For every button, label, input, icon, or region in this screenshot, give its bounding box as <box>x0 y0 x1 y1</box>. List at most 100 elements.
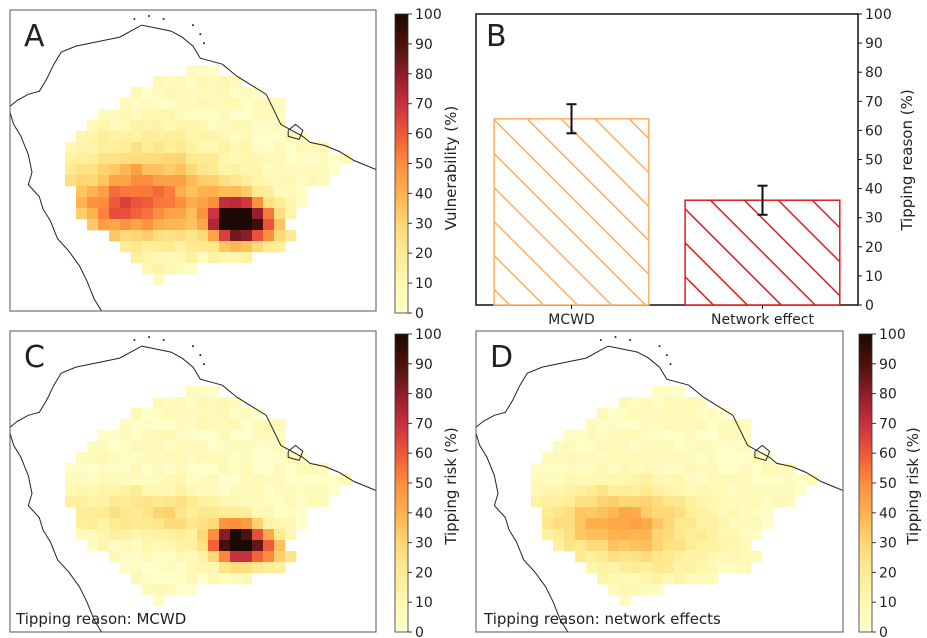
heatmap-cell <box>553 518 565 530</box>
heatmap-cell <box>153 551 165 563</box>
heatmap-cell <box>641 408 653 420</box>
heatmap-cell <box>531 485 543 497</box>
heatmap-cell <box>586 529 598 541</box>
heatmap-cell <box>641 529 653 541</box>
heatmap-cell <box>553 463 565 475</box>
heatmap-cell <box>263 164 275 176</box>
heatmap-cell <box>219 507 231 519</box>
heatmap-cell <box>230 496 242 508</box>
heatmap-cell <box>674 562 686 574</box>
heatmap-cell <box>630 452 642 464</box>
heatmap-cell <box>142 474 154 486</box>
heatmap-cell <box>175 562 187 574</box>
heatmap-cell <box>263 131 275 143</box>
heatmap-cell <box>564 430 576 442</box>
heatmap-cell <box>197 551 209 563</box>
panel-a: A 0 10 20 30 40 50 60 70 80 90 100 Vulnerability (… <box>9 7 460 322</box>
coastline-island <box>203 363 205 366</box>
heatmap-cell <box>751 474 763 486</box>
heatmap-cell <box>252 562 264 574</box>
heatmap-cell <box>241 452 253 464</box>
heatmap-cell <box>208 241 220 253</box>
heatmap-cell <box>87 452 99 464</box>
heatmap-cell <box>230 230 242 242</box>
heatmap-cell <box>164 120 176 132</box>
heatmap-cell <box>329 485 341 497</box>
heatmap-cell <box>674 551 686 563</box>
heatmap-cell <box>131 109 143 121</box>
heatmap-cell <box>142 142 154 154</box>
heatmap-cell <box>674 452 686 464</box>
heatmap-cell <box>164 540 176 552</box>
heatmap-cell <box>230 518 242 530</box>
x-tick-label: Network effect <box>711 312 814 328</box>
heatmap-cell <box>707 573 719 585</box>
heatmap-cell <box>197 474 209 486</box>
heatmap-cell <box>762 452 774 464</box>
heatmap-cell <box>597 518 609 530</box>
heatmap-cell <box>219 98 231 110</box>
heatmap-cell <box>718 540 730 552</box>
colorbar-tick-label: 50 <box>415 157 433 173</box>
heatmap-cell <box>98 109 110 121</box>
heatmap-cell <box>153 164 165 176</box>
heatmap-cell <box>120 109 132 121</box>
heatmap-cell <box>663 507 675 519</box>
heatmap-cell <box>120 120 132 132</box>
heatmap-cell <box>696 518 708 530</box>
heatmap-cell <box>208 386 220 398</box>
heatmap-cell <box>219 164 231 176</box>
heatmap-cell <box>219 441 231 453</box>
heatmap-cell <box>120 241 132 253</box>
heatmap-cell <box>186 562 198 574</box>
heatmap-cell <box>729 540 741 552</box>
heatmap-cell <box>597 551 609 563</box>
heatmap-cell <box>784 485 796 497</box>
heatmap-cell <box>652 496 664 508</box>
heatmap-cell <box>597 485 609 497</box>
heatmap-cell <box>175 463 187 475</box>
heatmap-cell <box>608 573 620 585</box>
heatmap-cell <box>87 120 99 132</box>
heatmap-cell <box>707 419 719 431</box>
heatmap-cell <box>597 540 609 552</box>
heatmap-cell <box>641 474 653 486</box>
heatmap-cell <box>575 441 587 453</box>
heatmap-cell <box>87 208 99 220</box>
heatmap-cell <box>153 408 165 420</box>
heatmap-cell <box>285 551 297 563</box>
heatmap-cell <box>153 109 165 121</box>
heatmap-cell <box>142 263 154 275</box>
heatmap-cell <box>252 241 264 253</box>
heatmap-cell <box>575 518 587 530</box>
heatmap-cell <box>707 452 719 464</box>
heatmap-cell <box>307 175 319 187</box>
heatmap-cell <box>263 518 275 530</box>
heatmap-cell <box>131 186 143 198</box>
heatmap-cell <box>131 208 143 220</box>
heatmap-cell <box>696 485 708 497</box>
panel-c-coastline <box>10 336 376 632</box>
heatmap-cell <box>142 551 154 563</box>
heatmap-cell <box>718 485 730 497</box>
heatmap-cell <box>120 142 132 154</box>
heatmap-cell <box>685 529 697 541</box>
heatmap-cell <box>186 153 198 165</box>
y-tick-label: 60 <box>865 123 883 139</box>
heatmap-cell <box>98 430 110 442</box>
heatmap-cell <box>76 474 88 486</box>
heatmap-cell <box>608 485 620 497</box>
heatmap-cell <box>241 441 253 453</box>
heatmap-cell <box>219 197 231 209</box>
heatmap-cell <box>718 419 730 431</box>
heatmap-cell <box>296 463 308 475</box>
heatmap-cell <box>597 562 609 574</box>
heatmap-cell <box>219 87 231 99</box>
heatmap-cell <box>164 164 176 176</box>
heatmap-cell <box>208 142 220 154</box>
heatmap-cell <box>186 397 198 409</box>
heatmap-cell <box>219 540 231 552</box>
heatmap-cell <box>109 485 121 497</box>
heatmap-cell <box>740 540 752 552</box>
